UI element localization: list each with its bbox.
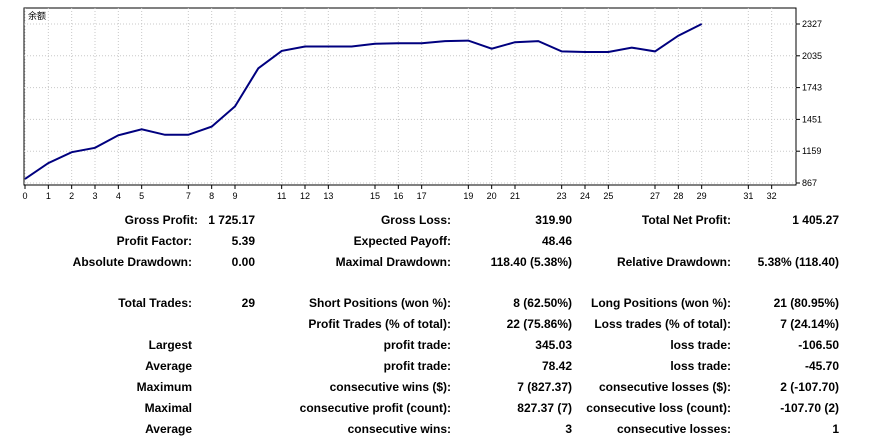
x-tick-label: 23	[557, 191, 567, 201]
long-positions-value: 21 (80.95%)	[773, 296, 839, 310]
consecutive-profit-count-label: consecutive profit (count):	[299, 401, 451, 415]
x-tick-label: 9	[232, 191, 237, 201]
x-tick-label: 8	[209, 191, 214, 201]
x-tick-label: 27	[650, 191, 660, 201]
x-tick-label: 25	[603, 191, 613, 201]
x-tick-label: 31	[743, 191, 753, 201]
balance-chart: 0 1 2 3 4 5 7 8 9 11 12 13 15 16 17 19 20 21 23 24 25 27 28 29 3…	[22, 7, 822, 201]
x-tick-label: 19	[463, 191, 473, 201]
x-tick-label: 13	[323, 191, 333, 201]
y-tick-label: 867	[802, 178, 817, 188]
x-tick-label: 17	[417, 191, 427, 201]
absolute-drawdown-label: Absolute Drawdown:	[72, 255, 192, 269]
consecutive-loss-count-value: -107.70 (2)	[780, 401, 839, 415]
average-loss-label: loss trade:	[670, 359, 731, 373]
x-tick-label: 16	[393, 191, 403, 201]
largest-loss-label: loss trade:	[670, 338, 731, 352]
consecutive-wins-amount-label: consecutive wins ($):	[329, 380, 451, 394]
y-tick-label: 1159	[802, 146, 821, 156]
maximal-drawdown-label: Maximal Drawdown:	[335, 255, 451, 269]
balance-series-line	[24, 23, 703, 180]
x-tick-label: 28	[673, 191, 683, 201]
plot-area	[23, 7, 797, 186]
y-tick-label: 1743	[802, 83, 822, 93]
x-tick-label: 2	[69, 191, 74, 201]
x-tick-label: 11	[277, 191, 286, 201]
short-positions-value: 8 (62.50%)	[513, 296, 572, 310]
gross-loss-label: Gross Loss:	[380, 213, 451, 227]
expected-payoff-label: Expected Payoff:	[353, 234, 451, 248]
y-tick-label: 2327	[802, 19, 822, 29]
largest-label: Largest	[148, 338, 192, 352]
absolute-drawdown-value: 0.00	[231, 255, 255, 269]
x-tick-label: 32	[767, 191, 777, 201]
consecutive-losses-amount-label: consecutive losses ($):	[598, 380, 731, 394]
long-positions-label: Long Positions (won %):	[591, 296, 731, 310]
x-tick-label: 21	[510, 191, 520, 201]
y-tick-label: 1451	[802, 114, 822, 124]
total-trades-label: Total Trades:	[118, 296, 192, 310]
x-axis: 0 1 2 3 4 5 7 8 9 11 12 13 15 16 17 19 20 21 23 24 25 27 28 29 3…	[22, 185, 777, 201]
consecutive-losses-amount-value: 2 (-107.70)	[780, 380, 839, 394]
x-tick-label: 4	[116, 191, 121, 201]
average-label: Average	[145, 359, 192, 373]
x-tick-label: 29	[697, 191, 707, 201]
average-consecutive-wins-value: 3	[565, 422, 572, 436]
x-tick-label: 0	[22, 191, 27, 201]
gross-profit-value: 1 725.17	[208, 213, 255, 227]
profit-trades-value: 22 (75.86%)	[506, 317, 572, 331]
profit-factor-label: Profit Factor:	[116, 234, 192, 248]
relative-drawdown-value: 5.38% (118.40)	[757, 255, 839, 269]
average-profit-label: profit trade:	[383, 359, 451, 373]
chart-title: 余额	[28, 10, 46, 21]
average-consecutive-losses-value: 1	[832, 422, 839, 436]
total-trades-value: 29	[241, 296, 255, 310]
maximal-label: Maximal	[144, 401, 192, 415]
x-tick-label: 24	[580, 191, 590, 201]
x-tick-label: 7	[186, 191, 191, 201]
average-profit-value: 78.42	[541, 359, 572, 373]
short-positions-label: Short Positions (won %):	[309, 296, 451, 310]
average-loss-value: -45.70	[804, 359, 839, 373]
x-tick-label: 20	[487, 191, 497, 201]
x-tick-label: 12	[300, 191, 310, 201]
loss-trades-value: 7 (24.14%)	[780, 317, 839, 331]
x-tick-label: 5	[139, 191, 144, 201]
expected-payoff-value: 48.46	[541, 234, 572, 248]
y-tick-label: 2035	[802, 51, 822, 61]
maximum-label: Maximum	[136, 380, 192, 394]
consecutive-loss-count-label: consecutive loss (count):	[586, 401, 731, 415]
maximal-drawdown-value: 118.40 (5.38%)	[490, 255, 572, 269]
average-consecutive-label: Average	[145, 422, 192, 436]
relative-drawdown-label: Relative Drawdown:	[616, 255, 731, 269]
largest-loss-value: -106.50	[798, 338, 839, 352]
gross-loss-value: 319.90	[535, 213, 572, 227]
consecutive-profit-count-value: 827.37 (7)	[517, 401, 572, 415]
x-tick-label: 15	[370, 191, 380, 201]
x-tick-label: 1	[46, 191, 51, 201]
largest-profit-label: profit trade:	[383, 338, 451, 352]
loss-trades-label: Loss trades (% of total):	[594, 317, 731, 331]
total-net-profit-label: Total Net Profit:	[641, 213, 731, 227]
average-consecutive-wins-label: consecutive wins:	[347, 422, 451, 436]
y-axis: 2327 2035 1743 1451 1159 867	[796, 19, 822, 188]
consecutive-wins-amount-value: 7 (827.37)	[517, 380, 572, 394]
grid	[24, 8, 796, 185]
x-tick-label: 3	[92, 191, 97, 201]
average-consecutive-losses-label: consecutive losses:	[616, 422, 731, 436]
gross-profit-label: Gross Profit:	[124, 213, 198, 227]
profit-trades-label: Profit Trades (% of total):	[308, 317, 451, 331]
total-net-profit-value: 1 405.27	[792, 213, 839, 227]
largest-profit-value: 345.03	[535, 338, 572, 352]
profit-factor-value: 5.39	[231, 234, 255, 248]
